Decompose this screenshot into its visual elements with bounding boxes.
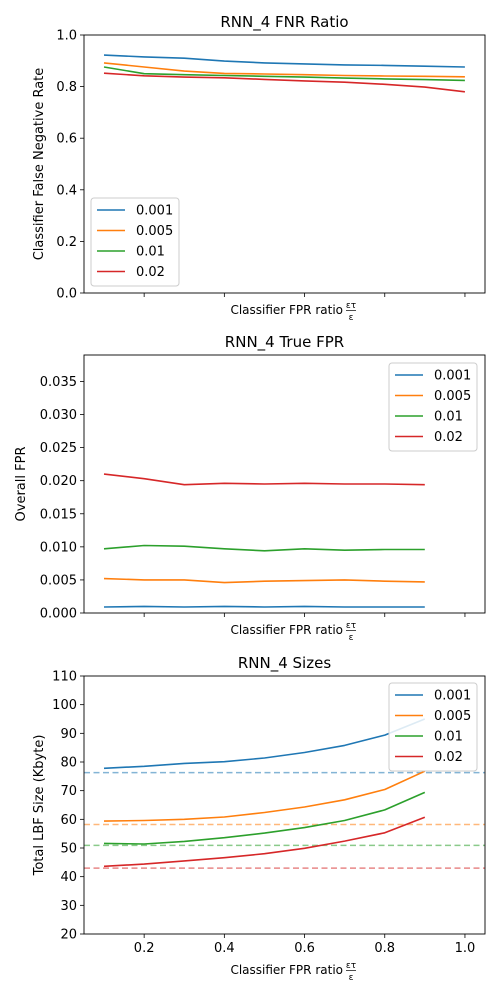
legend-label: 0.005 <box>434 709 471 724</box>
legend-box <box>90 197 180 287</box>
legend-label: 0.02 <box>434 430 463 445</box>
chart-title: RNN_4 FNR Ratio <box>220 13 348 32</box>
y-tick-label: 0.6 <box>56 132 77 147</box>
chart-panel-3: RNN_4 Sizes 20 30 40 50 60 70 80 90 100 110 0.2 0.4 0… <box>32 654 486 983</box>
y-axis-label: Classifier False Negative Rate <box>32 68 47 261</box>
x-tick-label: 0.6 <box>294 941 315 956</box>
series-line-0.005 <box>103 62 465 78</box>
series-line-0.01 <box>103 791 426 845</box>
x-tick-label: 0.2 <box>134 941 155 956</box>
y-tick-label: 0.005 <box>40 573 77 588</box>
y-tick-label: 20 <box>60 928 77 943</box>
legend: 0.001 0.005 0.01 0.02 <box>90 197 180 287</box>
series-line-0.005 <box>103 770 426 822</box>
y-tick-label: 60 <box>60 813 77 828</box>
series-line-0.01 <box>103 66 465 82</box>
y-tick-label: 70 <box>60 784 77 799</box>
series-line-0.001 <box>103 605 425 608</box>
x-label-fraction-bottom: ε <box>349 633 354 643</box>
y-tick-label: 0.010 <box>40 540 77 555</box>
y-tick-label: 0.025 <box>40 441 77 456</box>
x-label-fraction-bottom: ε <box>349 973 354 983</box>
legend-box <box>388 362 478 452</box>
legend-label: 0.001 <box>434 689 471 704</box>
x-tick-label: 0.8 <box>374 941 395 956</box>
y-tick-label: 0.030 <box>40 408 77 423</box>
legend-label: 0.001 <box>434 369 471 384</box>
legend-label: 0.01 <box>136 245 165 260</box>
y-tick-label: 80 <box>60 756 77 771</box>
y-tick-label: 0.4 <box>56 183 77 198</box>
chart-title: RNN_4 Sizes <box>238 654 331 673</box>
x-axis-label: Classifier FPR ratio <box>230 623 343 637</box>
x-label-fraction-top: ετ <box>346 961 356 971</box>
plot-frame <box>83 34 486 294</box>
x-label-fraction-top: ετ <box>346 301 356 311</box>
y-axis-label: Overall FPR <box>14 447 29 522</box>
series-line-0.02 <box>103 816 426 868</box>
y-tick-label: 30 <box>60 899 77 914</box>
y-tick-label: 0.020 <box>40 474 77 489</box>
y-tick-label: 0.015 <box>40 507 77 522</box>
y-tick-label: 0.035 <box>40 375 77 390</box>
chart-title: RNN_4 True FPR <box>225 333 344 352</box>
y-tick-label: 0.000 <box>40 607 77 622</box>
series-line-0.001 <box>103 718 426 770</box>
chart-panel-2: RNN_4 True FPR 0.000 0.005 0.010 0.015 0.020 0… <box>14 333 486 643</box>
legend-label: 0.01 <box>434 410 463 425</box>
plot-frame <box>83 354 486 614</box>
legend-label: 0.005 <box>136 224 173 239</box>
chart-panel-1: RNN_4 FNR Ratio 0.0 0.2 0.4 0.6 0.8 1.0 Classif… <box>32 13 486 323</box>
y-tick-label: 110 <box>52 670 77 685</box>
y-tick-label: 50 <box>60 842 77 857</box>
series-line-0.02 <box>103 473 425 486</box>
y-tick-label: 1.0 <box>56 29 77 44</box>
y-tick-label: 0.8 <box>56 80 77 95</box>
legend-box <box>388 682 478 772</box>
series-line-0.005 <box>103 577 425 584</box>
x-label-fraction-top: ετ <box>346 621 356 631</box>
legend-label: 0.01 <box>434 730 463 745</box>
x-axis-label: Classifier FPR ratio <box>230 963 343 977</box>
y-tick-label: 0.2 <box>56 235 77 250</box>
series-line-0.02 <box>103 72 465 93</box>
series-line-0.001 <box>103 54 465 68</box>
x-axis-label: Classifier FPR ratio <box>230 303 343 317</box>
legend: 0.001 0.005 0.01 0.02 <box>388 362 478 452</box>
y-axis-label: Total LBF Size (Kbyte) <box>32 735 47 877</box>
plot-frame <box>83 675 486 935</box>
legend-label: 0.02 <box>136 265 165 280</box>
legend: 0.001 0.005 0.01 0.02 <box>388 682 478 772</box>
y-tick-label: 0.0 <box>56 287 77 302</box>
series-line-0.01 <box>103 544 425 552</box>
y-tick-label: 40 <box>60 870 77 885</box>
x-tick-label: 1.0 <box>455 941 476 956</box>
legend-label: 0.001 <box>136 204 173 219</box>
y-tick-label: 100 <box>52 698 77 713</box>
x-label-fraction-bottom: ε <box>349 313 354 323</box>
y-tick-label: 90 <box>60 727 77 742</box>
legend-label: 0.02 <box>434 750 463 765</box>
x-tick-label: 0.4 <box>214 941 235 956</box>
legend-label: 0.005 <box>434 389 471 404</box>
